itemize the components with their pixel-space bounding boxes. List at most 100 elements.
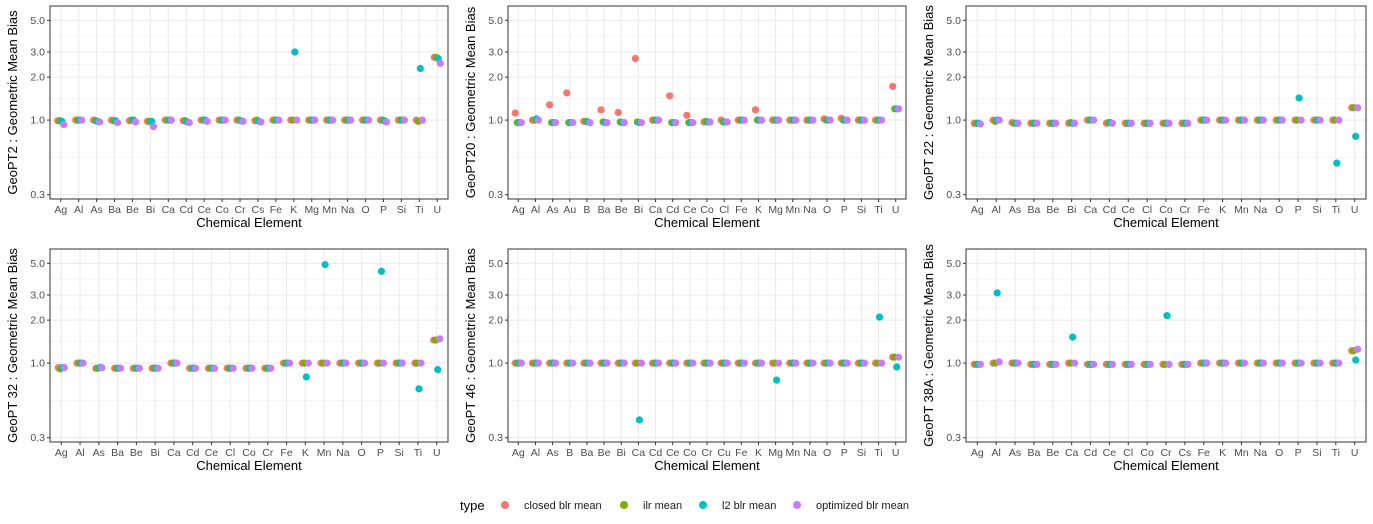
x-tick-label: U bbox=[1351, 204, 1359, 216]
x-tick-label: O bbox=[823, 204, 831, 216]
x-tick-label: Ag bbox=[971, 204, 984, 216]
data-point-optimized-blr-mean-Bi bbox=[620, 359, 628, 367]
x-tick-label: P bbox=[1295, 447, 1302, 459]
x-tick-label: Si bbox=[395, 447, 404, 459]
data-point-optimized-blr-mean-Ca bbox=[167, 116, 175, 124]
y-tick-label: 1.0 bbox=[30, 358, 45, 370]
data-point-optimized-blr-mean-Ce bbox=[689, 119, 697, 127]
data-point-optimized-blr-mean-As bbox=[552, 119, 560, 127]
x-tick-label: As bbox=[546, 204, 558, 216]
data-point-optimized-blr-mean-Mg bbox=[775, 116, 783, 124]
y-tick-label: 2.0 bbox=[488, 315, 503, 327]
data-point-optimized-blr-mean-Cr bbox=[1184, 119, 1192, 127]
data-point-closed-blr-mean-Ag bbox=[511, 109, 519, 117]
data-point-optimized-blr-mean-Cl bbox=[723, 118, 731, 126]
data-point-optimized-blr-mean-P bbox=[379, 359, 388, 367]
data-point-optimized-blr-mean-Co bbox=[221, 116, 229, 124]
y-tick-label: 0.3 bbox=[946, 189, 961, 201]
data-point-optimized-blr-mean-B bbox=[586, 119, 594, 127]
x-tick-label: Cl bbox=[225, 447, 235, 459]
data-point-optimized-blr-mean-Co bbox=[706, 118, 714, 126]
data-point-optimized-blr-mean-K bbox=[757, 359, 766, 367]
data-point-closed-blr-mean-Bi bbox=[631, 54, 639, 63]
x-tick-label: P bbox=[841, 447, 848, 459]
data-point-l2-blr-mean-Ti bbox=[416, 64, 424, 73]
panel-2: 0.3 1.0 2.0 3.0 5.0 Ag Al As Au B Ba Be Bi Ca Cd Ce Co Cl… bbox=[463, 5, 907, 230]
x-tick-label: Cs bbox=[252, 204, 265, 216]
data-point-optimized-blr-mean-O bbox=[1278, 116, 1286, 124]
data-point-optimized-blr-mean-Mn bbox=[329, 116, 337, 124]
y-tick-label: 1.0 bbox=[488, 358, 503, 370]
data-point-optimized-blr-mean-Cs bbox=[257, 118, 265, 126]
data-point-optimized-blr-mean-Ba bbox=[116, 364, 125, 372]
y-axis-title: GeoPT20 : Geometric Mean Bias bbox=[463, 6, 478, 198]
data-point-optimized-blr-mean-Ba bbox=[113, 119, 122, 127]
y-tick-label: 0.3 bbox=[488, 189, 503, 201]
x-tick-label: K bbox=[302, 447, 309, 459]
panel-6: 0.3 1.0 2.0 3.0 5.0 Ag Al As Ba Be Ca Cd Ce Cl Co Cr Cs F… bbox=[921, 244, 1367, 473]
legend-title: type bbox=[460, 498, 485, 513]
x-tick-label: Ti bbox=[874, 447, 882, 459]
data-point-optimized-blr-mean-K bbox=[293, 116, 301, 124]
x-tick-label: Be bbox=[130, 447, 143, 459]
x-tick-label: As bbox=[1009, 204, 1021, 216]
x-tick-label: Fe bbox=[270, 204, 282, 216]
x-tick-label: Ce bbox=[683, 204, 697, 216]
x-tick-label: Na bbox=[1254, 204, 1268, 216]
x-tick-label: Ag bbox=[54, 204, 67, 216]
data-point-optimized-blr-mean-Al bbox=[79, 359, 87, 367]
data-point-optimized-blr-mean-Ca bbox=[654, 116, 663, 124]
legend-key-closed-blr-mean bbox=[501, 501, 509, 509]
data-point-l2-blr-mean-U bbox=[1352, 356, 1360, 364]
data-point-optimized-blr-mean-P bbox=[843, 359, 851, 367]
y-tick-label: 1.0 bbox=[946, 358, 961, 370]
x-tick-label: Ce bbox=[205, 447, 219, 459]
x-tick-label: P bbox=[1295, 204, 1302, 216]
x-tick-label: Au bbox=[563, 204, 576, 216]
data-point-optimized-blr-mean-Ce bbox=[203, 117, 211, 125]
data-point-optimized-blr-mean-Ba bbox=[603, 119, 611, 127]
x-axis-title: Chemical Element bbox=[654, 458, 760, 473]
data-point-optimized-blr-mean-As bbox=[96, 118, 104, 126]
x-axis-title: Chemical Element bbox=[654, 215, 760, 230]
x-tick-label: O bbox=[358, 447, 366, 459]
y-axis-title: GeoPT 38A : Geometric Mean Bias bbox=[921, 244, 936, 447]
y-tick-label: 5.0 bbox=[30, 258, 45, 270]
y-tick-label: 0.3 bbox=[488, 432, 503, 444]
legend-label-optimized-blr-mean: optimized blr mean bbox=[816, 500, 909, 512]
x-tick-label: Co bbox=[683, 447, 697, 459]
x-tick-label: As bbox=[546, 447, 558, 459]
data-point-l2-blr-mean-Ti bbox=[1333, 159, 1341, 167]
x-tick-label: Be bbox=[1046, 204, 1059, 216]
x-tick-label: Ca bbox=[649, 204, 663, 216]
x-tick-label: Ba bbox=[111, 447, 124, 459]
x-tick-label: Ca bbox=[167, 447, 181, 459]
data-point-optimized-blr-mean-O bbox=[364, 116, 373, 124]
x-tick-label: Bi bbox=[1067, 204, 1076, 216]
x-tick-label: Ce bbox=[1103, 447, 1117, 459]
data-point-optimized-blr-mean-Ag bbox=[976, 360, 984, 368]
data-point-optimized-blr-mean-U bbox=[436, 59, 444, 67]
x-tick-label: Ag bbox=[971, 447, 984, 459]
data-point-l2-blr-mean-Ti bbox=[415, 385, 423, 393]
data-point-optimized-blr-mean-Bi bbox=[154, 364, 162, 372]
data-point-optimized-blr-mean-U bbox=[895, 105, 903, 113]
data-point-optimized-blr-mean-Cd bbox=[672, 119, 680, 127]
data-point-optimized-blr-mean-Si bbox=[860, 359, 868, 367]
data-point-optimized-blr-mean-Cr bbox=[1165, 360, 1173, 368]
data-point-l2-blr-mean-K bbox=[302, 373, 310, 381]
y-tick-label: 3.0 bbox=[30, 46, 45, 58]
x-tick-label: Mn bbox=[785, 447, 800, 459]
x-tick-label: K bbox=[755, 447, 762, 459]
data-point-closed-blr-mean-As bbox=[546, 101, 554, 109]
y-tick-label: 1.0 bbox=[946, 115, 961, 127]
x-tick-label: Ce bbox=[1122, 204, 1136, 216]
x-tick-label: Si bbox=[397, 204, 406, 216]
x-tick-label: Si bbox=[857, 447, 866, 459]
data-point-optimized-blr-mean-Bi bbox=[1071, 119, 1079, 127]
x-tick-label: Cd bbox=[649, 447, 663, 459]
data-point-optimized-blr-mean-U bbox=[1354, 345, 1362, 353]
data-point-optimized-blr-mean-Fe bbox=[285, 359, 294, 367]
panel-5: 0.3 1.0 2.0 3.0 5.0 Ag Al As B Ba Be Bi Ca Cd Ce Co Cr Cu… bbox=[463, 248, 907, 473]
x-tick-label: Ca bbox=[632, 447, 646, 459]
